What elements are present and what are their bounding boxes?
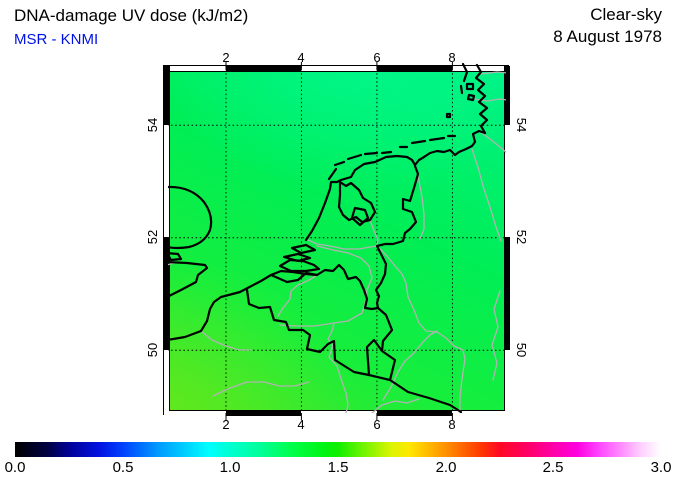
wadden-islands <box>327 134 457 181</box>
coast-holland-frisia-germany <box>304 129 487 242</box>
island-goeree <box>290 243 317 255</box>
island-helgoland <box>445 112 452 119</box>
frame-ticks <box>225 62 453 420</box>
rivers <box>168 71 506 413</box>
colorbar-label-2.0: 2.0 <box>435 459 457 476</box>
river-weser <box>471 148 502 242</box>
y-tick-right-50: 50 <box>514 342 529 358</box>
y-tick-left-50: 50 <box>145 342 160 358</box>
date-label: 8 August 1978 <box>553 27 662 46</box>
river-meuse <box>316 245 373 413</box>
border-netherlands-germany <box>374 164 420 310</box>
x-tick-top-6: 6 <box>373 50 381 65</box>
river-main <box>491 290 501 381</box>
river-ijssel <box>369 219 379 247</box>
y-tick-right-52: 52 <box>514 229 529 245</box>
river-moselle <box>382 330 438 401</box>
map-geography <box>168 62 506 420</box>
x-tick-bottom-6: 6 <box>373 417 381 432</box>
river-rhine <box>305 238 466 413</box>
island-amrum <box>459 84 464 95</box>
uv-dose-field <box>170 72 504 410</box>
colorbar-label-0.0: 0.0 <box>4 459 26 476</box>
x-tick-top-2: 2 <box>222 50 230 65</box>
island-pellworm <box>466 93 476 102</box>
coast-kent <box>168 260 209 298</box>
x-tick-bottom-2: 2 <box>222 417 230 432</box>
river-oise <box>212 381 310 397</box>
coast-norfolk <box>168 185 213 250</box>
border-france-germany <box>388 378 463 413</box>
colorbar-label-1.0: 1.0 <box>219 459 241 476</box>
page-title: DNA-damage UV dose (kJ/m2) <box>14 6 249 25</box>
island-sylt <box>461 62 469 83</box>
river-sambre <box>279 322 335 327</box>
condition-label: Clear-sky <box>590 5 662 24</box>
river-elbe <box>478 130 506 153</box>
polder-flevoland <box>350 206 370 227</box>
graticule <box>168 69 506 413</box>
river-somme <box>200 330 252 351</box>
colorbar <box>15 442 661 457</box>
frame-band-top <box>164 66 510 72</box>
coastlines-borders <box>168 62 489 413</box>
border-belgium-netherlands <box>269 263 380 311</box>
x-tick-bottom-4: 4 <box>297 417 305 432</box>
lake-ijsselmeer <box>337 180 377 224</box>
river-ems <box>415 166 425 240</box>
coast-north-frisia <box>474 63 489 135</box>
x-tick-bottom-8: 8 <box>448 417 456 432</box>
y-tick-left-52: 52 <box>145 229 160 245</box>
map-frame-inner <box>169 71 505 411</box>
y-tick-right-54: 54 <box>514 117 529 133</box>
x-tick-top-8: 8 <box>448 50 456 65</box>
river-scheldt <box>277 275 317 317</box>
colorbar-label-0.5: 0.5 <box>112 459 134 476</box>
island-foehr <box>465 82 475 91</box>
colorbar-label-2.5: 2.5 <box>542 459 564 476</box>
border-belgium-france <box>245 288 371 377</box>
coast-essex <box>168 251 183 262</box>
frame-band-left <box>164 66 170 416</box>
island-schouwen <box>282 252 312 263</box>
river-denmark <box>480 71 506 75</box>
frame-band-right <box>504 66 510 416</box>
colorbar-label-3.0: 3.0 <box>650 459 672 476</box>
x-tick-top-4: 4 <box>297 50 305 65</box>
frame-band-bottom <box>164 410 510 416</box>
border-belgium-germany-luxembourg <box>365 306 397 382</box>
y-tick-left-54: 54 <box>145 117 160 133</box>
colorbar-label-1.5: 1.5 <box>327 459 349 476</box>
source-label: MSR - KNMI <box>14 31 99 48</box>
river-marne <box>371 398 420 413</box>
